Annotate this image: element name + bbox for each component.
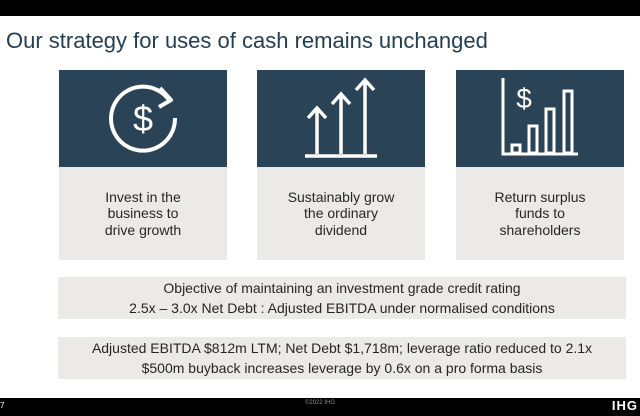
svg-text:$: $ bbox=[133, 98, 153, 139]
band-line: Objective of maintaining an investment g… bbox=[163, 280, 521, 296]
dollar-cycle-icon: $ bbox=[109, 84, 178, 153]
page-marker: 7 bbox=[0, 401, 5, 410]
footer-copyright: ©2022 IHG bbox=[304, 400, 336, 406]
strategy-card-return: $ Return surplus funds to shareholders bbox=[456, 70, 624, 260]
card-icon-panel bbox=[257, 70, 425, 167]
band-line: 2.5x – 3.0x Net Debt : Adjusted EBITDA u… bbox=[129, 300, 555, 316]
bottom-bar bbox=[0, 398, 640, 416]
slide-title: Our strategy for uses of cash remains un… bbox=[6, 28, 488, 53]
card-text: Return surplus funds to shareholders bbox=[494, 188, 586, 238]
growth-arrows-icon bbox=[305, 77, 377, 158]
credit-rating-band: Objective of maintaining an investment g… bbox=[58, 277, 626, 319]
svg-text:$: $ bbox=[516, 83, 532, 114]
leverage-band: Adjusted EBITDA $812m LTM; Net Debt $1,7… bbox=[58, 337, 626, 379]
band-line: Adjusted EBITDA $812m LTM; Net Debt $1,7… bbox=[91, 340, 593, 356]
card-text-panel: Invest in the business to drive growth bbox=[59, 167, 227, 260]
card-text: Invest in the business to drive growth bbox=[104, 188, 182, 238]
top-bar bbox=[0, 0, 640, 16]
ihg-logo: IHG bbox=[611, 398, 638, 413]
card-text-panel: Sustainably grow the ordinary dividend bbox=[257, 167, 425, 260]
card-text-panel: Return surplus funds to shareholders bbox=[456, 167, 624, 260]
card-icon-panel: $ bbox=[456, 70, 624, 167]
dollar-bar-chart-icon: $ bbox=[501, 78, 578, 156]
strategy-card-invest: $ Invest in the business to drive growth bbox=[59, 70, 227, 260]
card-icon-panel: $ bbox=[59, 70, 227, 167]
band-line: $500m buyback increases leverage by 0.6x… bbox=[141, 360, 543, 376]
card-text: Sustainably grow the ordinary dividend bbox=[287, 188, 395, 238]
strategy-card-dividend: Sustainably grow the ordinary dividend bbox=[257, 70, 425, 260]
